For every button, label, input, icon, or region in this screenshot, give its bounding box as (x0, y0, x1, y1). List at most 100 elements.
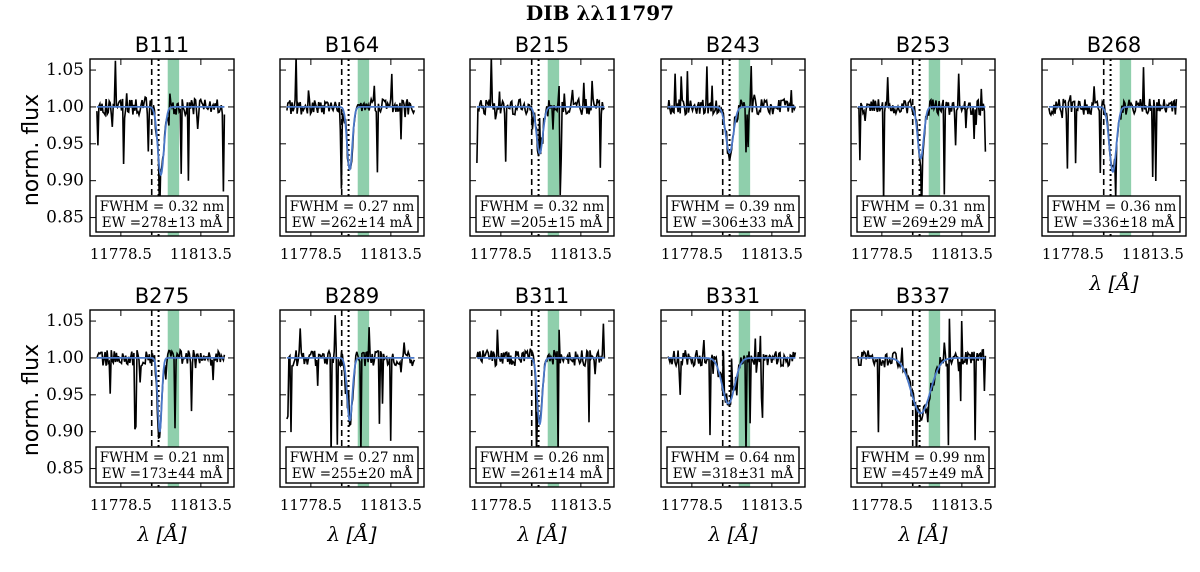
fit-info-box (475, 446, 609, 484)
panel-b111: 0.85 0.90 0.95 1.00 1.05 11778.5 11813.5 B111 FW… (46, 33, 235, 263)
ew-label: EW =278±13 mÅ (102, 215, 223, 231)
y-tick-label: 0.90 (46, 171, 84, 191)
panel-title: B337 (896, 284, 951, 308)
x-tick-label: 11778.5 (661, 496, 723, 514)
y-tick-label: 0.85 (46, 208, 84, 228)
y-tick-label: 0.95 (46, 385, 84, 405)
fit-info-box (666, 446, 800, 484)
x-tick-label: 11813.5 (931, 496, 993, 514)
fwhm-label: FWHM = 0.64 nm (671, 450, 796, 466)
fit-info-box (285, 446, 419, 484)
panel-title: B289 (325, 284, 380, 308)
x-tick-label: 11778.5 (280, 496, 342, 514)
x-tick-label: 11813.5 (741, 245, 803, 263)
fwhm-label: FWHM = 0.32 nm (100, 199, 225, 215)
dib-band (167, 310, 180, 487)
ew-label: EW =306±33 mÅ (673, 215, 794, 231)
x-tick-label: 11813.5 (170, 496, 232, 514)
spectrum-line (857, 318, 987, 458)
gaussian-fit-line (667, 106, 796, 154)
dib-band (928, 59, 941, 236)
x-tick-label: 11778.5 (661, 245, 723, 263)
dib-band (167, 59, 180, 236)
ew-label: EW =318±31 mÅ (673, 466, 794, 482)
panel-frame (1041, 58, 1187, 237)
ew-label: EW =261±14 mÅ (482, 466, 603, 482)
fit-info-box (285, 195, 419, 233)
x-axis-label: λ [Å] (516, 521, 566, 546)
ew-label: EW =457±49 mÅ (863, 466, 984, 482)
panel-b275: 0.85 0.90 0.95 1.00 1.05 11778.5 11813.5 B275 FW… (46, 284, 235, 546)
fwhm-label: FWHM = 0.26 nm (480, 450, 605, 466)
fwhm-label: FWHM = 0.31 nm (861, 199, 986, 215)
fwhm-label: FWHM = 0.27 nm (290, 450, 415, 466)
x-tick-label: 11813.5 (360, 245, 422, 263)
y-tick-label: 1.05 (46, 311, 84, 331)
gaussian-fit-line (857, 356, 986, 415)
x-tick-label: 11778.5 (90, 245, 152, 263)
ew-label: EW =269±29 mÅ (863, 215, 984, 231)
fwhm-label: FWHM = 0.99 nm (861, 450, 986, 466)
panel-title: B164 (325, 33, 380, 57)
panel-frame (850, 58, 996, 237)
dib-band (357, 310, 370, 487)
panel-frame (660, 309, 806, 488)
fit-info-box (856, 446, 990, 484)
fwhm-label: FWHM = 0.39 nm (671, 199, 796, 215)
x-tick-label: 11778.5 (851, 496, 913, 514)
x-axis-label: λ [Å] (326, 521, 376, 546)
dib-band (547, 310, 560, 487)
fwhm-label: FWHM = 0.21 nm (100, 450, 225, 466)
ew-label: EW =173±44 mÅ (102, 466, 223, 482)
panel-title: B111 (135, 33, 190, 57)
y-tick-label: 0.90 (46, 422, 84, 442)
x-tick-label: 11813.5 (741, 496, 803, 514)
gaussian-fit-line (286, 356, 415, 422)
fwhm-label: FWHM = 0.27 nm (290, 199, 415, 215)
dib-band (928, 310, 941, 487)
spectrum-line (286, 315, 416, 456)
panel-title: B331 (706, 284, 761, 308)
gaussian-fit-line (667, 356, 796, 405)
dib-band (1119, 59, 1132, 236)
x-axis-label: λ [Å] (1088, 270, 1138, 295)
ew-label: EW =255±20 mÅ (292, 466, 413, 482)
y-tick-label: 1.00 (46, 97, 84, 117)
fit-info-box (1047, 195, 1181, 233)
gaussian-fit-line (1048, 106, 1177, 174)
dib-band (738, 59, 751, 236)
ew-label: EW =336±18 mÅ (1054, 215, 1175, 231)
x-tick-label: 11813.5 (550, 496, 612, 514)
y-axis-label-row2: norm. flux (19, 344, 44, 456)
fit-info-box (95, 195, 229, 233)
spectrum-line (476, 323, 606, 454)
x-tick-label: 11778.5 (470, 496, 532, 514)
x-tick-label: 11813.5 (550, 245, 612, 263)
gaussian-fit-line (286, 106, 415, 171)
panel-frame (660, 58, 806, 237)
spectrum-line (476, 59, 605, 196)
y-tick-label: 0.85 (46, 459, 84, 479)
fwhm-label: FWHM = 0.32 nm (480, 199, 605, 215)
panel-frame (279, 309, 425, 488)
gaussian-fit-line (476, 356, 605, 425)
ew-label: EW =262±14 mÅ (292, 215, 413, 231)
x-tick-label: 11813.5 (931, 245, 993, 263)
dib-band (738, 310, 751, 487)
panel-title: B311 (515, 284, 570, 308)
panel-frame (850, 309, 996, 488)
dib-band (357, 59, 370, 236)
x-tick-label: 11778.5 (851, 245, 913, 263)
gaussian-fit-line (857, 106, 986, 160)
dib-band (547, 59, 560, 236)
fit-info-box (475, 195, 609, 233)
x-tick-label: 11778.5 (90, 496, 152, 514)
x-axis-label: λ [Å] (707, 521, 757, 546)
